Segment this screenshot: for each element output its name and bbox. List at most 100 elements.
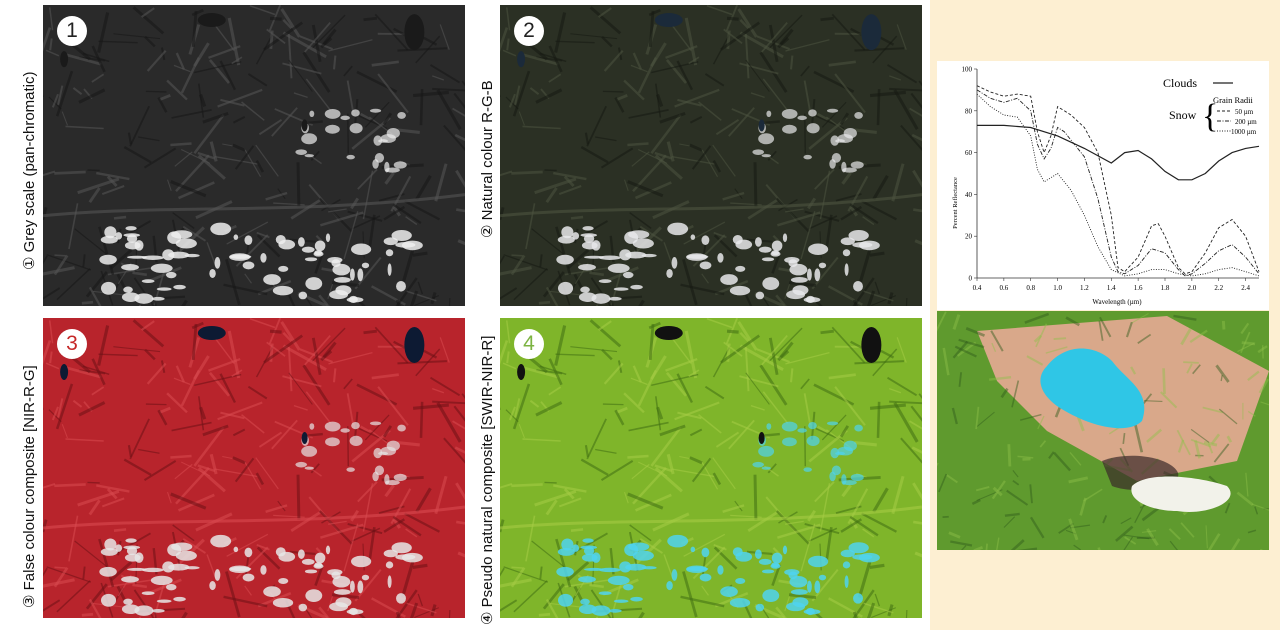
snow-patch <box>305 277 323 290</box>
terrain-ridge <box>975 486 990 492</box>
snow-patch <box>584 567 604 571</box>
terrain-ridge <box>280 321 301 351</box>
snow-patch <box>591 605 611 616</box>
terrain-ridge <box>290 198 322 220</box>
snow-patch <box>771 240 783 252</box>
terrain-ridge <box>432 75 445 81</box>
terrain-ridge <box>173 64 191 73</box>
terrain-ridge <box>382 425 393 438</box>
snow-patch <box>754 549 762 559</box>
lake <box>758 119 765 132</box>
snow-patch <box>582 538 594 543</box>
snow-patch <box>100 593 117 607</box>
terrain-ridge <box>857 560 872 598</box>
terrain-ridge <box>839 425 850 438</box>
terrain-ridge <box>785 351 830 365</box>
terrain-ridge <box>952 314 961 330</box>
lake <box>517 364 526 380</box>
terrain-ridge <box>597 320 612 331</box>
terrain-ridge <box>688 369 700 378</box>
terrain-ridge <box>1068 476 1089 484</box>
terrain-ridge <box>222 456 234 460</box>
terrain-ridge <box>443 437 465 464</box>
terrain-ridge <box>761 120 780 125</box>
terrain-ridge <box>43 519 48 533</box>
terrain-ridge <box>430 64 461 84</box>
terrain-ridge <box>654 466 683 493</box>
terrain-ridge <box>1069 452 1082 466</box>
terrain-ridge <box>632 52 642 70</box>
terrain-ridge <box>500 206 505 221</box>
terrain-ridge <box>500 255 505 265</box>
snow-patch <box>578 576 596 583</box>
terrain-ridge <box>650 355 667 380</box>
reflectance-chart-svg: 0.4 0.6 0.8 1.0 1.2 1.4 1.6 1.8 2.0 2.2 2.4 0 20 40 60… <box>952 66 1260 306</box>
terrain-ridge <box>761 334 788 366</box>
snow-patch <box>584 255 604 259</box>
terrain-ridge <box>511 566 523 569</box>
terrain-ridge <box>127 132 132 145</box>
valley-line <box>43 193 465 218</box>
terrain-ridge <box>223 283 268 296</box>
series-line-clouds <box>977 124 1260 181</box>
lake <box>197 13 226 28</box>
terrain-ridge <box>197 154 226 180</box>
snow-patch <box>396 281 406 292</box>
terrain-ridge <box>545 499 558 516</box>
terrain-ridge <box>602 403 624 406</box>
snow-patch <box>298 291 308 300</box>
terrain-ridge <box>1124 536 1137 545</box>
terrain-ridge <box>861 200 897 221</box>
terrain-ridge <box>256 234 281 258</box>
snow-patch <box>325 437 340 447</box>
terrain-ridge <box>393 340 406 349</box>
lake <box>301 119 308 132</box>
terrain-ridge <box>43 599 61 612</box>
terrain-ridge <box>876 401 881 438</box>
snow-patch <box>396 593 406 604</box>
y-tick-label: 20 <box>965 233 973 241</box>
snow-patch <box>761 257 775 262</box>
snow-patch <box>613 287 629 291</box>
terrain-ridge <box>235 234 269 267</box>
terrain-ridge <box>1019 413 1042 421</box>
terrain-ridge <box>852 611 858 618</box>
terrain-ridge <box>247 73 268 87</box>
terrain-ridge <box>88 598 102 618</box>
terrain-ridge <box>712 160 722 173</box>
terrain-ridge <box>1102 515 1108 524</box>
terrain-ridge <box>288 59 313 92</box>
terrain-ridge <box>671 468 715 478</box>
terrain-ridge <box>1194 440 1201 459</box>
snow-patch <box>580 598 590 605</box>
snow-patch <box>263 586 281 598</box>
terrain-ridge <box>174 463 193 480</box>
terrain-ridge <box>106 488 118 500</box>
terrain-ridge <box>415 348 441 377</box>
terrain-ridge <box>255 457 279 490</box>
terrain-ridge <box>634 493 672 512</box>
terrain-ridge <box>1097 547 1101 550</box>
terrain-ridge <box>318 197 353 233</box>
snow-patch <box>272 285 294 296</box>
terrain-ridge <box>62 52 102 66</box>
terrain-ridge <box>570 346 618 353</box>
terrain-ridge <box>430 376 461 397</box>
terrain-ridge <box>741 287 753 306</box>
terrain-ridge <box>419 401 424 438</box>
terrain-ridge <box>614 409 625 426</box>
terrain-ridge <box>452 107 465 117</box>
snow-patch <box>782 124 797 134</box>
terrain-ridge <box>170 492 207 510</box>
snow-patch <box>624 543 639 557</box>
terrain-ridge <box>628 421 669 432</box>
terrain-ridge <box>601 348 613 361</box>
snow-patch <box>755 291 765 300</box>
snow-patch <box>598 567 621 573</box>
snow-patch <box>346 609 364 615</box>
terrain-ridge <box>57 85 64 105</box>
snow-patch <box>244 235 253 245</box>
terrain-ridge <box>500 482 513 489</box>
terrain-ridge <box>775 197 810 233</box>
terrain-ridge <box>43 206 48 221</box>
